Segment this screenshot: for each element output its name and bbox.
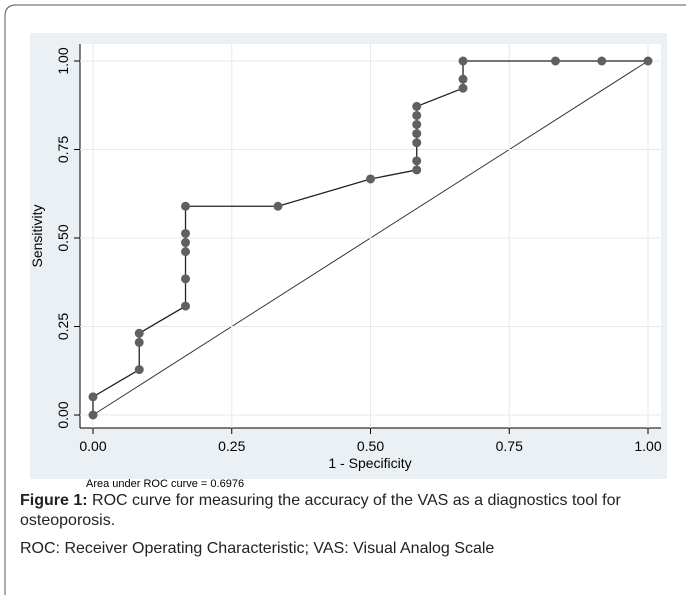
- point: [181, 274, 191, 284]
- point: [412, 101, 422, 111]
- x-tick-label: 0.50: [357, 438, 384, 454]
- x-tick-label: 0.75: [496, 438, 523, 454]
- point: [458, 83, 468, 93]
- point: [134, 337, 144, 347]
- point: [181, 238, 191, 248]
- point: [273, 201, 283, 211]
- point: [88, 410, 98, 420]
- point: [412, 110, 422, 120]
- point: [134, 328, 144, 338]
- point: [134, 365, 144, 375]
- x-axis-title: 1 - Specificity: [328, 455, 411, 471]
- point: [550, 56, 560, 66]
- annotation: Area under ROC curve = 0.6976: [86, 478, 244, 490]
- caption-note: ROC: Receiver Operating Characteristic; …: [20, 540, 495, 557]
- point: [458, 56, 468, 66]
- x-tick-label: 1.00: [634, 438, 661, 454]
- point: [181, 201, 191, 211]
- point: [412, 129, 422, 139]
- point: [88, 392, 98, 402]
- point: [643, 56, 653, 66]
- frame: [4, 4, 686, 595]
- point: [412, 165, 422, 175]
- point: [412, 120, 422, 130]
- y-tick-label: 0.75: [55, 136, 71, 163]
- point: [412, 138, 422, 148]
- point: [181, 228, 191, 238]
- y-tick-label: 0.50: [55, 224, 71, 251]
- caption-text: ROC curve for measuring the accuracy of …: [20, 492, 621, 529]
- y-axis-title: Sensitivity: [29, 204, 45, 267]
- x-tick-label: 0.00: [79, 438, 106, 454]
- x-tick-label: 0.25: [218, 438, 245, 454]
- point: [412, 156, 422, 166]
- y-tick-label: 0.00: [55, 401, 71, 428]
- caption: Figure 1: ROC curve for measuring the ac…: [20, 491, 670, 531]
- y-tick-label: 0.25: [55, 313, 71, 340]
- point: [181, 247, 191, 257]
- point: [458, 74, 468, 84]
- y-tick-label: 1.00: [55, 47, 71, 74]
- point: [597, 56, 607, 66]
- point: [181, 301, 191, 311]
- caption-label: Figure 1:: [20, 492, 88, 509]
- point: [366, 174, 375, 184]
